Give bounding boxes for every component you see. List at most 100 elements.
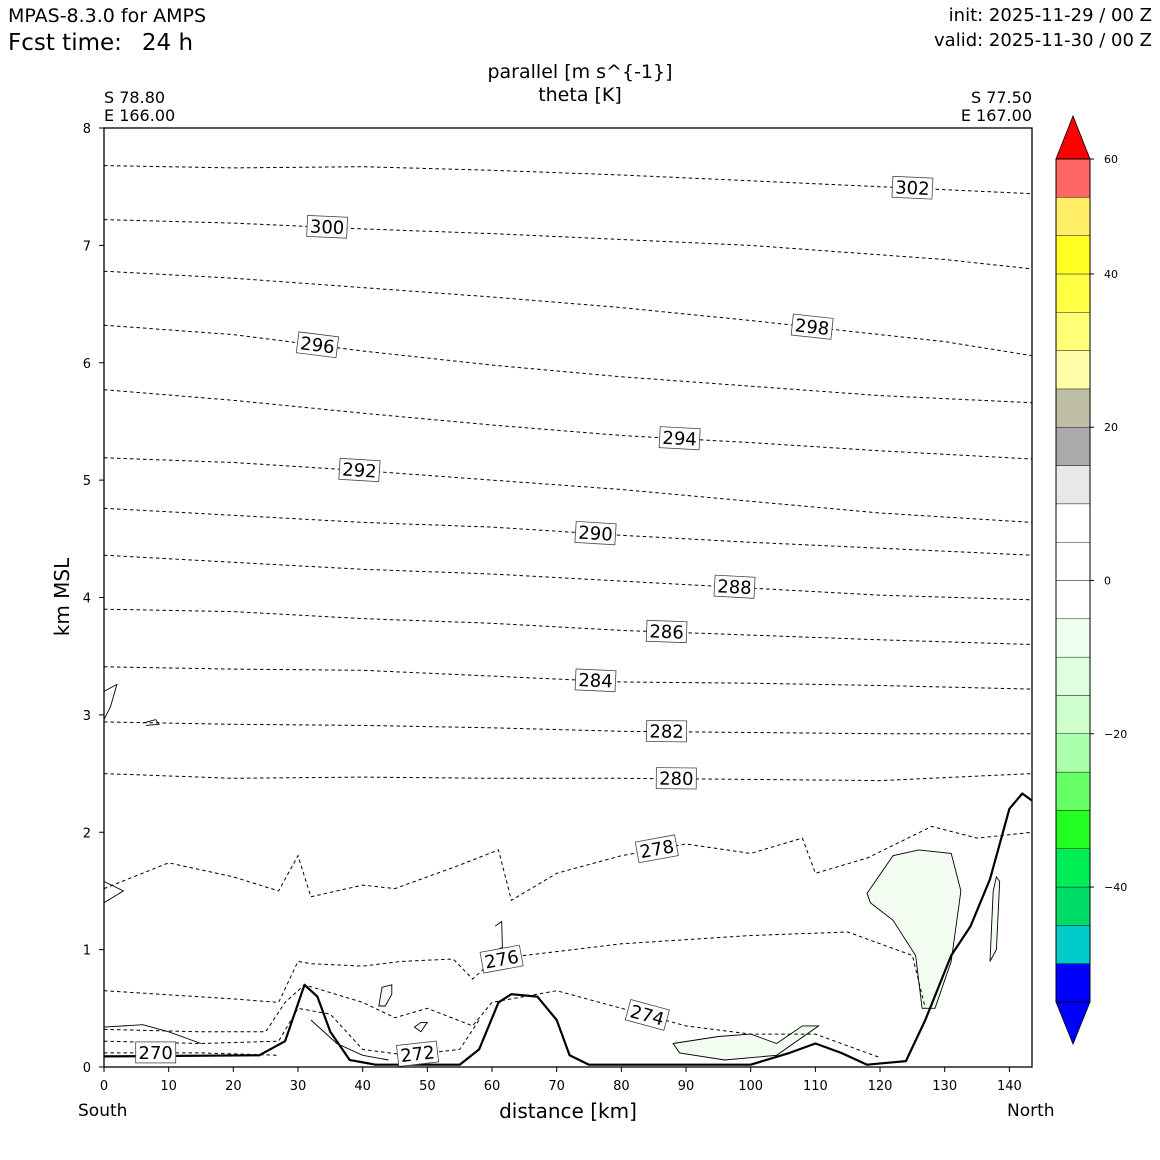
x-tick-label: 70	[548, 1079, 565, 1094]
chart-title: parallel [m s^{-1}]	[487, 61, 673, 83]
theta-contour-layer	[103, 165, 1033, 1059]
colorbar-segment	[1055, 350, 1091, 390]
colorbar-segment	[1055, 963, 1091, 1003]
theta-label-270: 270	[135, 1041, 177, 1064]
colorbar-tick-label: −40	[1104, 881, 1127, 894]
y-tick-label: 7	[83, 239, 91, 254]
wind-contour-line	[103, 683, 118, 720]
colorbar-segment	[1055, 273, 1091, 313]
colorbar-segment	[1055, 925, 1091, 964]
x-tick-label: 30	[290, 1079, 307, 1094]
theta-label-box	[646, 720, 688, 743]
wind-contour-line	[103, 881, 125, 904]
terrain-layer	[103, 792, 1033, 1066]
theta-contour-284	[103, 666, 1033, 690]
wind-contour-filled	[413, 1021, 429, 1033]
y-tick-label: 5	[83, 474, 91, 489]
colorbar-segment	[1055, 733, 1091, 773]
theta-contour-292	[103, 457, 1033, 523]
y-tick-label: 8	[83, 122, 91, 137]
x-axis-label: distance [km]	[499, 1099, 637, 1123]
wind-contour-line	[103, 1024, 202, 1044]
wind-contour-line	[142, 719, 160, 726]
theta-contour-286	[103, 608, 1033, 645]
theta-label-288: 288	[713, 574, 756, 599]
theta-label-box	[645, 619, 688, 644]
start-point-lat: S 78.80	[104, 88, 166, 107]
theta-label-box	[624, 999, 670, 1031]
start-point-coords: S 78.80 E 166.00	[104, 89, 175, 125]
colorbar-segment	[1055, 158, 1091, 198]
wind-fill-layer	[378, 849, 1001, 1061]
wind-contour-filled	[378, 984, 393, 1007]
theta-label-280: 280	[655, 767, 697, 790]
end-point-coords: S 77.50 E 167.00	[961, 89, 1032, 125]
colorbar-segment	[1055, 503, 1091, 543]
axes-layer: 0 10 20 30 40 50 60 70 80 90 100 110 120 130 140 0 1 2 3 4 5…	[83, 122, 1033, 1094]
theta-contour-280	[103, 773, 1033, 782]
wind-contour-line	[494, 920, 503, 951]
colorbar-segment	[1055, 771, 1091, 811]
theta-label-text: 300	[309, 217, 344, 240]
theta-label-box	[295, 331, 340, 359]
x-tick-label: 140	[997, 1079, 1022, 1094]
y-tick-label: 0	[83, 1061, 91, 1076]
theta-label-284: 284	[574, 668, 617, 693]
init-time: init: 2025-11-29 / 00 Z	[948, 5, 1152, 26]
colorbar-tick-label: 60	[1104, 153, 1118, 166]
theta-contour-298	[103, 270, 1033, 357]
theta-label-box	[306, 214, 348, 239]
theta-label-286: 286	[645, 619, 688, 644]
theta-label-text: 286	[649, 621, 684, 643]
colorbar-segment	[1055, 656, 1091, 696]
colorbar-segment	[1055, 197, 1091, 236]
start-point-lon: E 166.00	[104, 106, 176, 125]
wind-contour-filled	[866, 849, 962, 1009]
x-tick-label: 0	[100, 1079, 108, 1094]
theta-label-text: 288	[717, 576, 752, 599]
x-tick-label: 90	[678, 1079, 695, 1094]
theta-label-text: 302	[895, 177, 930, 200]
theta-label-text: 280	[659, 769, 694, 790]
theta-label-text: 292	[342, 459, 378, 482]
forecast-time-value: 24 h	[141, 30, 194, 56]
colorbar-segment	[1055, 312, 1091, 351]
x-tick-label: 110	[803, 1079, 828, 1094]
y-tick-label: 1	[83, 944, 91, 959]
x-tick-label: 130	[932, 1079, 957, 1094]
theta-contour-296	[103, 324, 1033, 404]
theta-label-box	[655, 767, 697, 790]
forecast-time: Fcst time: 24 h	[8, 30, 193, 56]
theta-contour-282	[103, 721, 1032, 735]
y-tick-label: 2	[83, 826, 91, 841]
y-tick-label: 6	[83, 357, 91, 372]
theta-label-274: 274	[624, 999, 670, 1031]
theta-label-276: 276	[479, 944, 524, 974]
end-direction-label: North	[1007, 1101, 1055, 1121]
x-tick-label: 80	[613, 1079, 630, 1094]
theta-label-box	[338, 457, 381, 483]
end-point-lon: E 167.00	[960, 106, 1032, 125]
forecast-time-label: Fcst time:	[8, 30, 122, 56]
theta-label-box	[634, 834, 679, 864]
theta-label-292: 292	[338, 457, 381, 483]
x-tick-label: 100	[738, 1079, 763, 1094]
colorbar: −40 −20 0 20 40 60	[1055, 114, 1127, 1046]
theta-label-text: 282	[649, 722, 684, 743]
theta-label-box	[479, 944, 524, 974]
wind-contour-line	[310, 1019, 389, 1061]
theta-label-290: 290	[574, 520, 617, 546]
theta-label-box	[713, 574, 756, 599]
x-tick-label: 40	[354, 1079, 371, 1094]
theta-label-box	[135, 1041, 177, 1064]
plot-frame	[103, 127, 1033, 1068]
x-tick-label: 120	[868, 1079, 893, 1094]
y-tick-label: 4	[83, 592, 91, 607]
theta-label-box	[574, 520, 617, 546]
theta-label-278: 278	[634, 834, 679, 864]
theta-label-294: 294	[658, 426, 701, 451]
theta-contour-302	[103, 165, 1033, 195]
colorbar-tick-label: −20	[1104, 728, 1127, 741]
theta-contour-294	[103, 389, 1033, 460]
